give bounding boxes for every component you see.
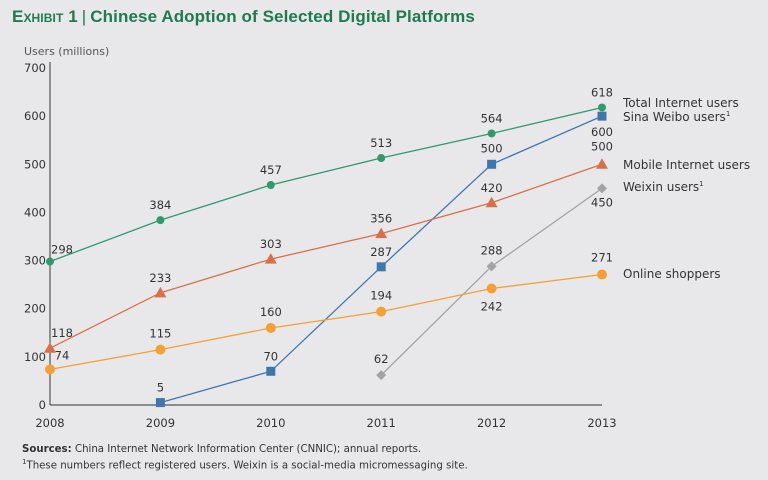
footnote-text: These numbers reflect registered users. … bbox=[26, 460, 468, 472]
online-shoppers-marker bbox=[265, 322, 276, 333]
online-shoppers-marker bbox=[376, 306, 387, 317]
mobile-internet-users-marker bbox=[264, 253, 277, 264]
mobile-internet-users-data-label: 356 bbox=[370, 212, 392, 226]
sina-weibo-users-data-label: 500 bbox=[481, 141, 503, 155]
y-tick-label: 200 bbox=[24, 302, 46, 316]
online-shoppers-line bbox=[49, 273, 603, 371]
mobile-internet-users-legend-label: Mobile Internet users bbox=[623, 158, 750, 172]
online-shoppers-data-label: 194 bbox=[370, 289, 392, 303]
mobile-internet-users-data-label: 500 bbox=[591, 139, 613, 153]
weixin-users-data-label: 62 bbox=[374, 352, 389, 366]
online-shoppers-marker bbox=[486, 283, 497, 294]
title-text: Chinese Adoption of Selected Digital Pla… bbox=[90, 7, 475, 26]
online-shoppers-marker bbox=[597, 269, 607, 280]
y-axis-label: Users (millions) bbox=[24, 45, 109, 58]
mobile-internet-users-line bbox=[49, 163, 603, 349]
weixin-users-line bbox=[380, 187, 603, 376]
mobile-internet-users-marker bbox=[485, 196, 498, 208]
online-shoppers-data-label: 160 bbox=[260, 305, 282, 319]
footnote-line: 1These numbers reflect registered users.… bbox=[22, 458, 468, 471]
total-internet-users-marker bbox=[156, 216, 165, 225]
online-shoppers-marker bbox=[155, 344, 166, 355]
mobile-internet-users-marker bbox=[375, 227, 388, 239]
sina-weibo-users-legend-label: Sina Weibo users1 bbox=[623, 110, 730, 124]
online-shoppers-data-label: 115 bbox=[149, 327, 171, 341]
sources-label: Sources: bbox=[22, 444, 72, 455]
y-tick-label: 700 bbox=[24, 61, 46, 75]
x-tick-label: 2008 bbox=[35, 416, 64, 430]
online-shoppers-data-label: 74 bbox=[55, 348, 70, 362]
mobile-internet-users-data-label: 303 bbox=[260, 237, 282, 251]
weixin-users-marker bbox=[597, 183, 607, 194]
online-shoppers-legend-label: Online shoppers bbox=[623, 267, 721, 281]
total-internet-users-marker bbox=[46, 257, 54, 266]
chart-title: Exhibit 1 | Chinese Adoption of Selected D… bbox=[12, 7, 475, 27]
total-internet-users-data-label: 457 bbox=[260, 163, 282, 177]
weixin-users-marker bbox=[486, 261, 497, 272]
y-tick-label: 500 bbox=[24, 157, 46, 171]
weixin-users-marker bbox=[376, 370, 387, 381]
sina-weibo-users-marker bbox=[155, 398, 165, 408]
total-internet-users-line bbox=[49, 106, 603, 263]
y-tick-label: 300 bbox=[24, 254, 46, 268]
x-tick-label: 2011 bbox=[367, 416, 396, 430]
weixin-users-legend-label: Weixin users1 bbox=[623, 180, 704, 194]
sina-weibo-users-marker bbox=[376, 262, 386, 272]
sources-text: China Internet Network Information Cente… bbox=[74, 444, 422, 455]
sina-weibo-users-marker bbox=[597, 111, 607, 121]
y-tick-label: 0 bbox=[39, 398, 46, 412]
title-separator: | bbox=[81, 7, 87, 26]
total-internet-users-marker bbox=[377, 154, 386, 163]
total-internet-users-data-label: 513 bbox=[370, 136, 392, 150]
total-internet-users-marker bbox=[487, 129, 496, 138]
online-shoppers-data-label: 271 bbox=[591, 251, 613, 265]
sina-weibo-users-marker bbox=[487, 159, 497, 169]
footnote-mark: 1 bbox=[22, 458, 27, 466]
online-shoppers-data-label: 242 bbox=[481, 299, 503, 313]
sina-weibo-users-data-label: 287 bbox=[370, 245, 392, 259]
sina-weibo-users-data-label: 600 bbox=[591, 125, 613, 139]
mobile-internet-users-marker bbox=[596, 158, 608, 169]
total-internet-users-data-label: 618 bbox=[591, 85, 613, 99]
online-shoppers-marker bbox=[45, 364, 55, 375]
total-internet-users-data-label: 564 bbox=[481, 111, 503, 125]
total-internet-users-marker bbox=[598, 103, 606, 112]
y-tick-label: 600 bbox=[24, 109, 46, 123]
footnote-mark: 1 bbox=[699, 180, 703, 188]
mobile-internet-users-data-label: 233 bbox=[149, 271, 171, 285]
mobile-internet-users-marker bbox=[44, 342, 56, 353]
total-internet-users-data-label: 298 bbox=[51, 243, 73, 257]
sina-weibo-users-data-label: 70 bbox=[263, 349, 278, 363]
total-internet-users-legend-label: Total Internet users bbox=[622, 96, 739, 110]
mobile-internet-users-marker bbox=[154, 286, 167, 298]
sina-weibo-users-data-label: 5 bbox=[157, 381, 164, 395]
x-tick-label: 2012 bbox=[477, 416, 506, 430]
y-tick-label: 400 bbox=[24, 205, 46, 219]
mobile-internet-users-data-label: 420 bbox=[481, 181, 503, 195]
total-internet-users-data-label: 384 bbox=[149, 198, 171, 212]
sources-line: Sources: China Internet Network Informat… bbox=[22, 444, 421, 455]
total-internet-users-marker bbox=[266, 180, 275, 189]
mobile-internet-users-data-label: 118 bbox=[51, 326, 73, 340]
footnote-mark: 1 bbox=[726, 110, 730, 118]
y-tick-label: 100 bbox=[24, 350, 46, 364]
weixin-users-data-label: 450 bbox=[591, 195, 613, 209]
x-tick-label: 2010 bbox=[256, 416, 285, 430]
x-tick-label: 2009 bbox=[146, 416, 175, 430]
x-tick-label: 2013 bbox=[587, 416, 616, 430]
weixin-users-data-label: 288 bbox=[481, 243, 503, 257]
exhibit-label: Exhibit 1 bbox=[12, 7, 78, 26]
sina-weibo-users-marker bbox=[266, 366, 276, 376]
